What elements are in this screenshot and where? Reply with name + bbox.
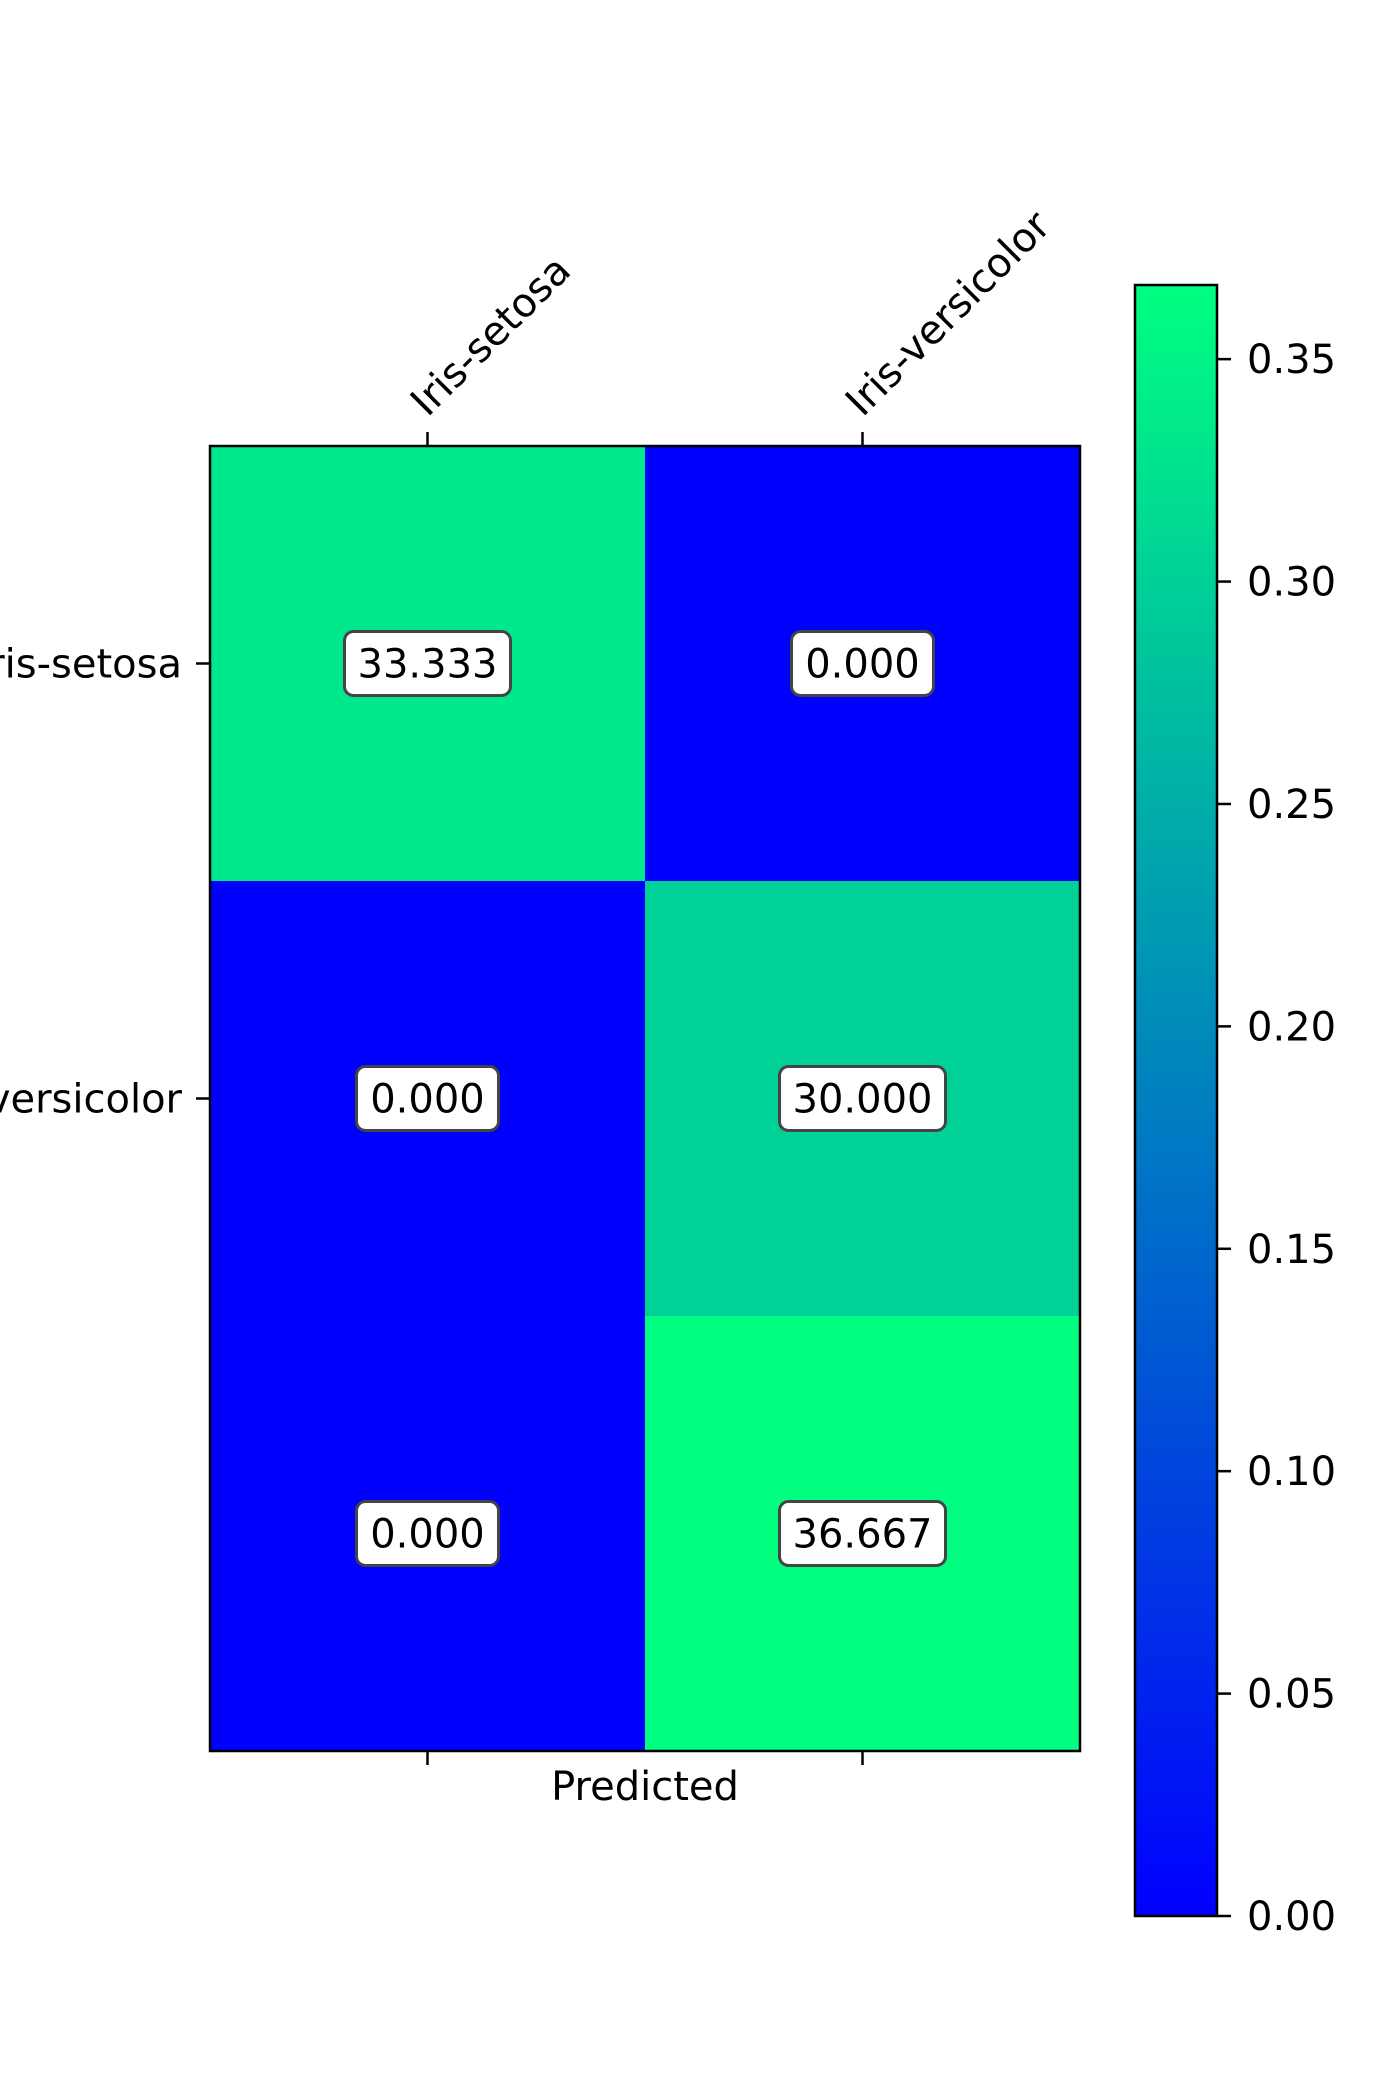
x-axis-label: Predicted (551, 1764, 739, 1810)
cell-label-r2-c1: 36.667 (778, 1500, 947, 1567)
cell-label-box (790, 630, 935, 697)
cell-label-text: 0.000 (805, 642, 920, 688)
cell-label-text: 30.000 (793, 1077, 933, 1123)
colorbar-gradient (1133, 283, 1219, 1918)
colorbar: 0.00 0.05 0.10 0.15 0.20 0.25 0.30 0.35 (1133, 283, 1336, 1940)
cell-label-r2-c0: 0.000 (355, 1500, 500, 1567)
colorbar-tick-label: 0.15 (1247, 1227, 1336, 1273)
cell-label-text: 36.667 (793, 1512, 933, 1558)
cell-label-r0-c0: 33.333 (343, 630, 512, 697)
colorbar-tick-label: 0.20 (1247, 1004, 1336, 1050)
cell-label-box (778, 1500, 947, 1567)
colorbar-tick-label: 0.10 (1247, 1449, 1336, 1495)
cell-value-labels: 33.333 0.000 0.000 30.000 0.000 36.667 (343, 630, 947, 1567)
colorbar-tick-label: 0.00 (1247, 1894, 1336, 1940)
y-axis-ticks: Iris-setosa Iris-versicolor (0, 642, 210, 1123)
cell-label-text: 33.333 (358, 642, 498, 688)
cell-label-box (343, 630, 512, 697)
x-tick-label: Iris-versicolor (837, 202, 1060, 425)
cell-label-box (355, 1500, 500, 1567)
cell-label-r0-c1: 0.000 (790, 630, 935, 697)
cell-label-box (778, 1065, 947, 1132)
cell-label-r1-c1: 30.000 (778, 1065, 947, 1132)
colorbar-ticks: 0.00 0.05 0.10 0.15 0.20 0.25 0.30 0.35 (1217, 337, 1336, 1940)
cell-label-box (355, 1065, 500, 1132)
colorbar-tick-label: 0.30 (1247, 560, 1336, 606)
cell-label-text: 0.000 (370, 1077, 485, 1123)
y-tick-label: Iris-setosa (0, 642, 182, 688)
colorbar-tick-label: 0.25 (1247, 782, 1336, 828)
cell-label-text: 0.000 (370, 1512, 485, 1558)
heatmap-cells (210, 446, 1080, 1751)
colorbar-tick-label: 0.05 (1247, 1672, 1336, 1718)
x-tick-label: Iris-setosa (402, 247, 580, 425)
cell-label-r1-c0: 0.000 (355, 1065, 500, 1132)
colorbar-tick-label: 0.35 (1247, 337, 1336, 383)
y-tick-label: Iris-versicolor (0, 1077, 183, 1123)
